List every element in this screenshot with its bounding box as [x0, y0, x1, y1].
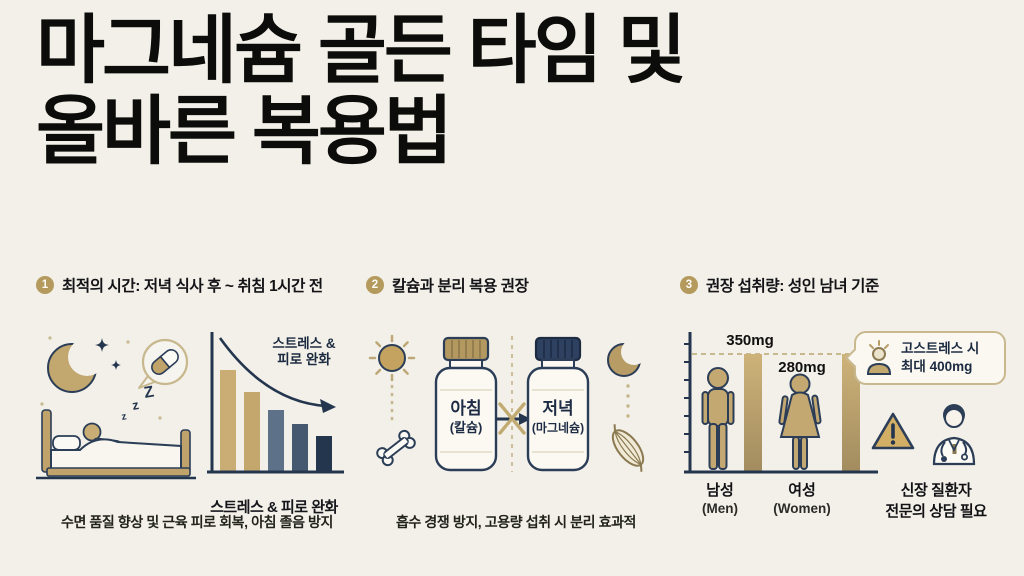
number-badge-2: 2 [366, 276, 384, 294]
cross-icon [498, 402, 526, 435]
kidney-warning-line2: 전문의 상담 필요 [885, 503, 987, 520]
svg-text:z: z [121, 411, 128, 423]
bar-5 [316, 436, 332, 472]
stress-speech-bubble: 고스트레스 시 최대 400mg [854, 331, 1006, 385]
page-title-line1: 마그네슘 골든 타임 및 [36, 8, 687, 92]
star-icon [95, 338, 109, 352]
women-axis-label: 여성 (Women) [770, 482, 834, 518]
stressed-person-icon [866, 340, 892, 375]
male-figure-icon [701, 367, 735, 470]
bar-2 [244, 392, 260, 472]
magnesium-bottle-icon: 저녁 (마그네슘) [526, 336, 590, 472]
decline-chart-label-line2: 피로 완화 [277, 352, 331, 367]
section2-header: 2 칼슘과 분리 복용 권장 [366, 274, 529, 296]
bed-icon [36, 409, 196, 480]
evening-bottle-sublabel: (마그네슘) [532, 420, 584, 435]
decline-chart-label-line1: 스트레스 & [272, 336, 335, 351]
decline-chart-bottom-label: 스트레스 & 피로 완화 [210, 499, 338, 516]
seed-pod-icon [611, 424, 645, 472]
men-bar [744, 354, 762, 472]
bone-icon [376, 429, 416, 467]
page-title: 마그네슘 골든 타임 및 올바른 복용법 [36, 8, 687, 173]
men-label-english: (Men) [702, 500, 738, 516]
y-axis-ticks [684, 343, 690, 453]
deco-dot [158, 416, 162, 420]
section3-header: 3 권장 섭취량: 성인 남녀 기준 [680, 274, 879, 296]
stress-decline-chart: 스트레스 & 피로 완화 [207, 332, 344, 474]
men-axis-label: 남성 (Men) [688, 482, 752, 518]
bar-4 [292, 424, 308, 472]
section-separate-intake: 2 칼슘과 분리 복용 권장 [366, 274, 666, 570]
section2-caption: 흡수 경쟁 방지, 고용량 섭취 시 분리 효과적 [395, 514, 637, 530]
pill-capsule-icon [151, 349, 179, 375]
warning-triangle-icon [871, 412, 915, 450]
section-recommended-intake: 3 권장 섭취량: 성인 남녀 기준 [680, 274, 1020, 570]
star-icon [111, 360, 121, 370]
svg-text:Z: Z [143, 383, 156, 401]
deco-dot [40, 402, 44, 406]
deco-dot [48, 336, 52, 340]
women-bar [842, 354, 860, 472]
dotted-line [626, 384, 630, 418]
moon-icon [47, 338, 106, 393]
number-badge-1: 1 [36, 276, 54, 294]
page-title-line2: 올바른 복용법 [36, 89, 453, 173]
blanket [50, 438, 182, 471]
men-value-label: 350mg [726, 332, 774, 349]
doctor-icon [932, 404, 976, 466]
evening-bottle-label: 저녁 [542, 399, 573, 418]
pill-bubble [138, 338, 189, 389]
bar-3 [268, 410, 284, 472]
men-label-korean: 남성 [706, 482, 734, 499]
stress-bubble-line1: 고스트레스 시 [901, 341, 980, 357]
decline-arrow-icon [218, 337, 336, 413]
intake-bar-chart: 350mg 280mg [684, 332, 878, 474]
women-label-korean: 여성 [788, 482, 816, 499]
section-optimal-time: 1 최적의 시간: 저녁 식사 후 ~ 취침 1시간 전 z z Z [36, 274, 358, 570]
stress-bubble-line2: 최대 400mg [901, 359, 973, 374]
svg-text:z: z [131, 397, 140, 413]
morning-bottle-label: 아침 [450, 398, 481, 418]
number-badge-3: 3 [680, 276, 698, 294]
kidney-warning-line1: 신장 질환자 [900, 482, 972, 499]
deco-dot [126, 340, 130, 344]
section1-heading: 최적의 시간: 저녁 식사 후 ~ 취침 1시간 전 [62, 278, 323, 295]
section1-header: 1 최적의 시간: 저녁 식사 후 ~ 취침 1시간 전 [36, 274, 323, 296]
zzz-text: z z Z [121, 383, 156, 422]
women-label-english: (Women) [773, 500, 831, 516]
bottles-illustration: 아침 (칼슘) [368, 334, 647, 472]
stress-bubble-text: 고스트레스 시 최대 400mg [901, 340, 979, 375]
women-value-label: 280mg [778, 359, 826, 376]
female-figure-icon [778, 373, 822, 470]
moon-icon [607, 339, 647, 377]
sleep-scene-illustration: z z Z [36, 336, 196, 480]
sun-icon [368, 334, 416, 382]
kidney-warning-text: 신장 질환자 전문의 상담 필요 [856, 480, 1016, 522]
morning-bottle-sublabel: (칼슘) [450, 420, 483, 435]
section1-caption: 수면 품질 향상 및 근육 피로 회복, 아침 졸음 방지 [60, 514, 333, 530]
section3-heading: 권장 섭취량: 성인 남녀 기준 [706, 278, 879, 295]
bar-1 [220, 370, 236, 472]
calcium-bottle-icon: 아침 (칼슘) [434, 336, 498, 472]
section2-heading: 칼슘과 분리 복용 권장 [392, 278, 529, 295]
sleeping-person-head [82, 422, 102, 442]
arrow-icon [496, 413, 531, 425]
